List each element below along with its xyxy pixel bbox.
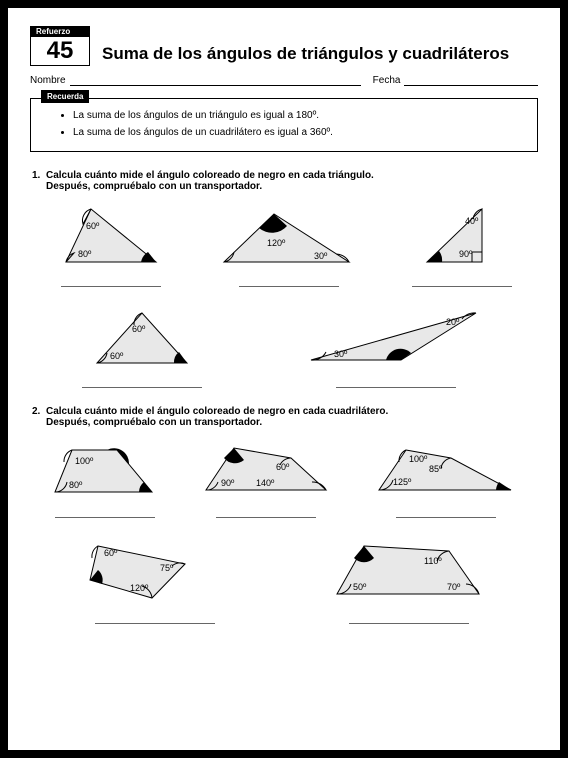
q1-text-1: Calcula cuánto mide el ángulo coloreado … xyxy=(46,170,374,181)
quad-5: 110º 50º 70º xyxy=(329,536,489,638)
svg-text:50º: 50º xyxy=(353,582,367,592)
q1-number: 1. xyxy=(32,170,46,181)
svg-text:85º: 85º xyxy=(429,464,443,474)
svg-text:60º: 60º xyxy=(110,351,124,361)
svg-text:70º: 70º xyxy=(447,582,461,592)
remember-list: La suma de los ángulos de un triángulo e… xyxy=(45,107,523,141)
triangle-2: 120º 30º xyxy=(219,204,359,301)
quad-3: 100º 85º 125º xyxy=(371,440,521,532)
quads-row-1: 100º 80º 90º 140º 60º 100º 85º 125º xyxy=(30,440,538,532)
quads-row-2: 60º 75º 120º 110º 50º 70º xyxy=(30,536,538,638)
answer-line[interactable] xyxy=(55,504,155,518)
svg-text:80º: 80º xyxy=(69,480,83,490)
remember-tag: Recuerda xyxy=(41,90,89,103)
svg-text:60º: 60º xyxy=(132,324,146,334)
remember-box: Recuerda La suma de los ángulos de un tr… xyxy=(30,98,538,152)
name-label: Nombre xyxy=(30,75,66,86)
svg-text:90º: 90º xyxy=(459,249,473,259)
question-2: 2.Calcula cuánto mide el ángulo coloread… xyxy=(30,406,538,428)
name-line xyxy=(70,74,361,86)
q2-text-1: Calcula cuánto mide el ángulo coloreado … xyxy=(46,406,388,417)
q2-text-2: Después, compruébalo con un transportado… xyxy=(46,417,262,428)
date-field[interactable]: Fecha xyxy=(373,74,538,86)
answer-line[interactable] xyxy=(349,610,469,624)
svg-text:110º: 110º xyxy=(424,556,442,566)
triangles-row-2: 60º 60º 30º 20º xyxy=(30,305,538,402)
answer-line[interactable] xyxy=(396,504,496,518)
svg-text:120º: 120º xyxy=(130,583,149,593)
q2-number: 2. xyxy=(32,406,46,417)
svg-text:30º: 30º xyxy=(314,251,328,261)
worksheet-page: Refuerzo 45 Suma de los ángulos de trián… xyxy=(8,8,560,750)
quad-4: 60º 75º 120º xyxy=(80,536,230,638)
page-title: Suma de los ángulos de triángulos y cuad… xyxy=(102,44,509,66)
svg-text:75º: 75º xyxy=(160,563,174,573)
svg-text:40º: 40º xyxy=(465,216,479,226)
svg-text:80º: 80º xyxy=(78,249,92,259)
triangle-5: 30º 20º xyxy=(306,305,486,402)
lesson-badge: Refuerzo 45 xyxy=(30,26,90,66)
svg-text:120º: 120º xyxy=(267,238,286,248)
svg-text:90º: 90º xyxy=(221,478,235,488)
badge-label: Refuerzo xyxy=(31,26,89,37)
answer-line[interactable] xyxy=(239,273,339,287)
remember-bullet-2: La suma de los ángulos de un cuadriláter… xyxy=(73,124,523,141)
answer-line[interactable] xyxy=(336,374,456,388)
triangle-4: 60º 60º xyxy=(82,305,202,402)
svg-text:100º: 100º xyxy=(75,456,94,466)
date-label: Fecha xyxy=(373,75,401,86)
q1-text-2: Después, compruébalo con un transportado… xyxy=(46,181,262,192)
svg-text:60º: 60º xyxy=(104,548,118,558)
remember-bullet-1: La suma de los ángulos de un triángulo e… xyxy=(73,107,523,124)
name-field[interactable]: Nombre xyxy=(30,74,361,86)
question-1: 1.Calcula cuánto mide el ángulo coloread… xyxy=(30,170,538,192)
answer-line[interactable] xyxy=(61,273,161,287)
date-line xyxy=(404,74,538,86)
quad-1: 100º 80º xyxy=(47,440,162,532)
triangle-3: 40º 90º xyxy=(412,204,512,301)
svg-text:30º: 30º xyxy=(334,349,348,359)
triangles-row-1: 60º 80º 120º 30º 40º 90º xyxy=(30,204,538,301)
quad-2: 90º 140º 60º xyxy=(196,440,336,532)
answer-line[interactable] xyxy=(95,610,215,624)
svg-text:125º: 125º xyxy=(393,477,412,487)
svg-text:20º: 20º xyxy=(446,317,460,327)
answer-line[interactable] xyxy=(82,374,202,388)
answer-line[interactable] xyxy=(216,504,316,518)
svg-text:140º: 140º xyxy=(256,478,275,488)
svg-text:100º: 100º xyxy=(409,454,428,464)
badge-number: 45 xyxy=(31,37,89,65)
name-date-row: Nombre Fecha xyxy=(30,74,538,86)
svg-text:60º: 60º xyxy=(86,221,100,231)
header: Refuerzo 45 Suma de los ángulos de trián… xyxy=(30,26,538,66)
svg-text:60º: 60º xyxy=(276,462,290,472)
answer-line[interactable] xyxy=(412,273,512,287)
triangle-1: 60º 80º xyxy=(56,204,166,301)
